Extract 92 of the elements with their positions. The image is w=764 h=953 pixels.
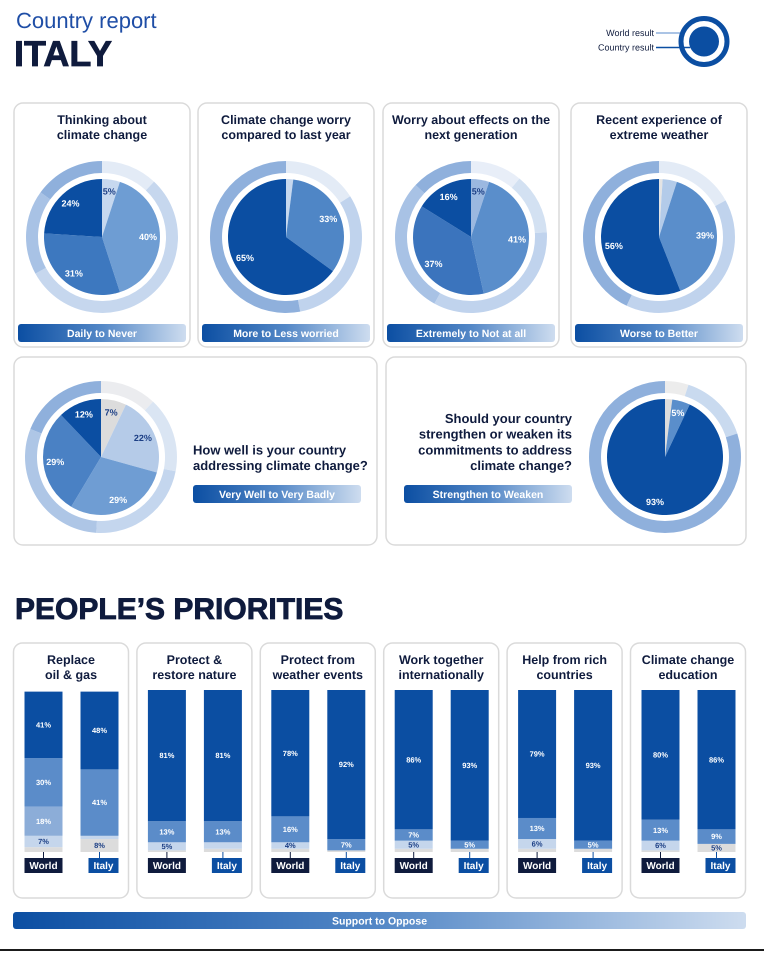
color-bar-title: Daily to Never [66,328,138,340]
bar [327,690,366,840]
color-bar-title: Strengthen to Weaken [432,488,544,501]
x-tick-label: Italy [587,861,608,872]
data-label: 24% [62,198,80,209]
bar [518,690,556,818]
bar [271,690,310,816]
x-tick-label: World [29,861,58,872]
bar [204,690,242,822]
x-tick-label: World [646,861,675,872]
x-tick-label: World [400,861,428,872]
data-label: 39% [696,230,714,241]
data-label: 16% [440,192,458,202]
text: Country report [16,8,157,33]
chart-title: Protect from weather events [272,653,364,682]
chart-title: Work together internationally [398,653,484,682]
bar [80,836,118,840]
bar [80,692,118,770]
bar [642,820,680,841]
data-label: 5% [472,186,485,197]
bar [450,690,489,841]
x-tick-label: World [276,861,304,872]
chart-title: Recent experience of extreme weather [596,113,723,142]
color-bar-title: Worse to Better [620,328,698,340]
bar [518,839,556,849]
text: How well is your country addressing climate change? [193,442,368,473]
bar [574,848,612,852]
data-label: 65% [236,253,254,264]
text: PEOPLE’S PRIORITIES [15,593,344,626]
text: Should your country strengthen or weaken its commitments to address climate change? [418,410,573,473]
data-label: 31% [64,268,83,278]
bar [271,816,310,842]
legend-label: Country result [598,42,654,53]
data-label: 37% [424,258,443,269]
text: Thinking about climate change [56,113,148,142]
x-tick-label: World [523,861,552,872]
bar [642,840,680,850]
chart-title: Help from rich countries [522,653,607,682]
bar [574,690,612,841]
bar [204,842,242,849]
color-bar-title: Very Well to Very Badly [219,488,336,501]
bar [148,690,186,822]
legend-label: World result [606,28,654,38]
data-label: 22% [134,433,152,444]
bar [80,839,118,852]
bar [642,690,680,820]
bar [698,829,736,844]
x-tick-label: World [152,861,181,872]
chart-title: Worry about effects on the next generation [392,113,550,142]
bar [698,690,736,830]
chart-title: Replace oil & gas [44,653,98,682]
chart-title: Protect & restore nature [152,653,236,682]
chart-title: Climate change education [642,653,734,682]
bar [24,692,62,758]
bar [450,848,489,852]
bar [204,848,242,852]
color-bar-title: Extremely to Not at all [416,328,526,340]
bar [204,821,242,842]
bar [148,821,186,842]
bar [394,840,433,849]
x-tick-label: Italy [710,861,731,872]
bar [24,847,62,852]
bar [394,848,433,852]
chart-title: Climate change worry compared to last year [221,113,351,142]
bar [574,840,612,849]
bar [518,848,556,852]
data-label: 40% [138,232,158,242]
color-bar-title: Support to Oppose [332,915,428,928]
x-tick-label: Italy [340,861,361,872]
data-label: 29% [46,457,64,468]
text: ITALY [14,33,112,74]
bar [450,840,489,849]
bar [518,818,556,840]
data-label: 56% [604,240,623,251]
data-label: 41% [508,234,526,244]
color-bar-title: More to Less worried [233,328,339,340]
bar [271,848,310,852]
x-tick-label: Italy [216,861,238,872]
data-label: 93% [646,497,664,508]
bar [24,806,62,836]
data-label: 29% [109,494,128,505]
data-label: 7% [104,407,118,418]
x-tick-label: Italy [464,861,484,872]
data-label: 33% [319,214,338,224]
data-label: 5% [102,186,116,197]
bar [327,839,366,850]
data-label: 12% [74,409,93,420]
bar [80,769,118,836]
x-tick-label: Italy [93,861,114,872]
bar [394,690,433,830]
bar [24,758,62,807]
data-label: 5% [671,408,684,418]
